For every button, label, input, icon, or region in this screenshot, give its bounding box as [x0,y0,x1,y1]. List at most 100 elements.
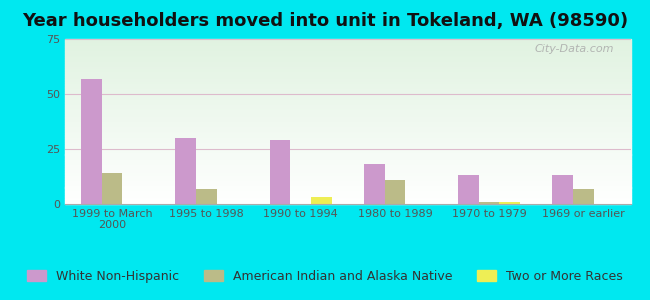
Bar [65,126,630,128]
Bar [65,188,630,189]
Bar [65,184,630,186]
Bar [65,56,630,57]
Bar [65,159,630,161]
Text: City-Data.com: City-Data.com [534,44,614,54]
Bar [65,161,630,163]
Bar [65,151,630,153]
Bar [65,67,630,69]
Bar [65,189,630,191]
Bar [65,44,630,46]
Bar [65,54,630,56]
Bar [65,125,630,126]
Bar [65,108,630,110]
Bar [65,136,630,138]
Bar [65,83,630,85]
Bar [65,95,630,97]
Bar [65,196,630,197]
Bar [65,72,630,74]
Bar [311,197,332,204]
Bar [65,69,630,70]
Bar [65,116,630,118]
Bar [270,140,291,204]
Bar [385,180,405,204]
Bar [65,97,630,98]
Bar [65,171,630,172]
Bar [65,112,630,113]
Bar [65,153,630,154]
Bar [65,156,630,158]
Bar [65,202,630,204]
Bar [65,176,630,178]
Bar [65,169,630,171]
Bar [65,178,630,179]
Bar [65,46,630,47]
Bar [65,163,630,164]
Bar [65,80,630,82]
Bar [65,201,630,202]
Legend: White Non-Hispanic, American Indian and Alaska Native, Two or More Races: White Non-Hispanic, American Indian and … [22,265,628,288]
Bar [65,113,630,115]
Bar [65,47,630,49]
Bar [65,60,630,62]
Text: Year householders moved into unit in Tokeland, WA (98590): Year householders moved into unit in Tok… [22,12,628,30]
Bar [65,103,630,105]
Bar [65,172,630,174]
Bar [65,197,630,199]
Bar [65,118,630,120]
Bar [65,182,630,184]
Bar [65,85,630,87]
Bar [65,64,630,65]
Bar [65,131,630,133]
Bar [65,59,630,60]
Bar [65,110,630,112]
Bar [364,164,385,204]
Bar [65,82,630,83]
Bar [65,158,630,159]
Bar [499,202,520,204]
Bar [65,141,630,143]
Bar [65,52,630,54]
Bar [65,122,630,123]
Bar [458,176,479,204]
Bar [65,98,630,100]
Bar [65,100,630,102]
Bar [65,105,630,106]
Bar [65,93,630,95]
Bar [65,149,630,151]
Bar [65,145,630,146]
Bar [65,90,630,92]
Bar [65,128,630,130]
Bar [65,102,630,103]
Bar [65,168,630,169]
Bar [65,88,630,90]
Bar [65,70,630,72]
Bar [479,202,499,204]
Bar [65,140,630,141]
Bar [65,193,630,194]
Bar [65,179,630,181]
Bar [65,166,630,168]
Bar [65,154,630,156]
Bar [65,57,630,59]
Bar [65,87,630,88]
Bar [65,115,630,116]
Bar [65,133,630,135]
Bar [65,120,630,122]
Bar [65,164,630,166]
Bar [65,49,630,50]
Bar [65,62,630,64]
Bar [196,189,216,204]
Bar [81,79,102,204]
Bar [65,40,630,42]
Bar [65,191,630,193]
Bar [65,74,630,75]
Bar [65,130,630,131]
Bar [65,123,630,125]
Bar [65,135,630,136]
Bar [176,138,196,204]
Bar [65,50,630,52]
Bar [65,199,630,201]
Bar [65,75,630,77]
Bar [65,42,630,44]
Bar [65,106,630,108]
